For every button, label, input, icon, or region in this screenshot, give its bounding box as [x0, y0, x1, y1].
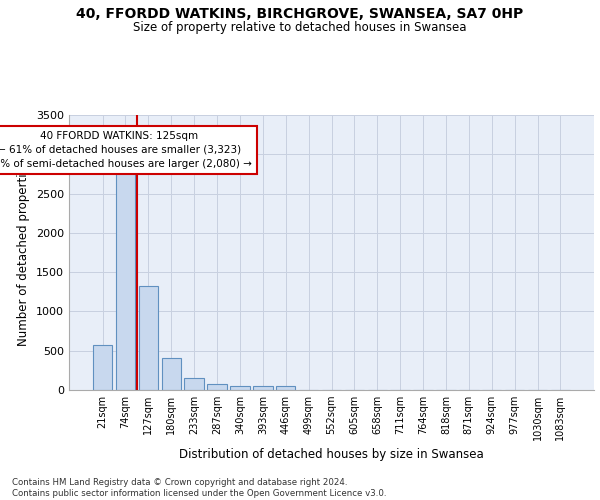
Bar [139, 286, 158, 390]
Y-axis label: Number of detached properties: Number of detached properties [17, 160, 31, 346]
Text: Size of property relative to detached houses in Swansea: Size of property relative to detached ho… [133, 21, 467, 34]
Bar [184, 378, 204, 390]
Bar [161, 358, 181, 390]
Bar [93, 345, 112, 390]
Text: 40 FFORDD WATKINS: 125sqm
← 61% of detached houses are smaller (3,323)
38% of se: 40 FFORDD WATKINS: 125sqm ← 61% of detac… [0, 130, 251, 168]
Text: 40, FFORDD WATKINS, BIRCHGROVE, SWANSEA, SA7 0HP: 40, FFORDD WATKINS, BIRCHGROVE, SWANSEA,… [76, 8, 524, 22]
X-axis label: Distribution of detached houses by size in Swansea: Distribution of detached houses by size … [179, 448, 484, 462]
Text: Contains HM Land Registry data © Crown copyright and database right 2024.
Contai: Contains HM Land Registry data © Crown c… [12, 478, 386, 498]
Bar [208, 384, 227, 390]
Bar [253, 386, 272, 390]
Bar [230, 386, 250, 390]
Bar [276, 386, 295, 390]
Bar [116, 160, 135, 390]
